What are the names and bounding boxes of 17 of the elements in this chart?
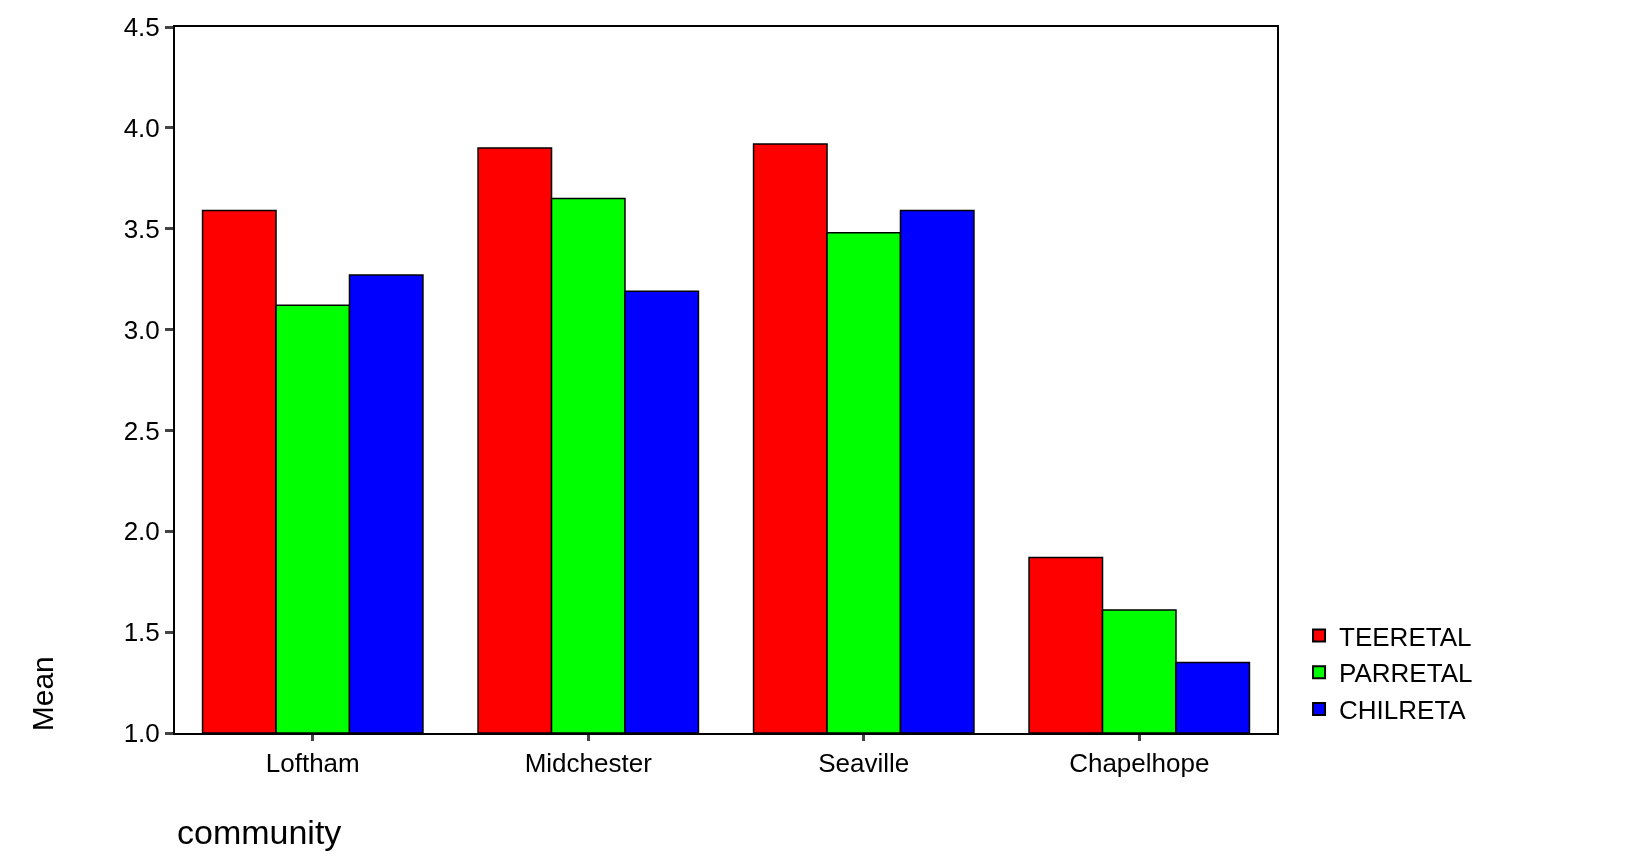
y-tick-label: 1.5: [123, 617, 160, 648]
y-axis-title: Mean: [26, 656, 60, 732]
legend-label: TEERETAL: [1339, 621, 1472, 652]
y-tick-label: 4.0: [123, 112, 160, 143]
y-tick-label: 1.0: [123, 718, 160, 749]
legend-label: PARRETAL: [1339, 658, 1473, 689]
x-tick-label: Seaville: [818, 748, 910, 779]
x-tick-label: Chapelhope: [1069, 748, 1210, 779]
x-axis-title: community: [177, 813, 342, 851]
legend-label: CHILRETA: [1339, 695, 1467, 726]
y-tick-label: 3.5: [123, 213, 160, 244]
y-tick-label: 2.0: [123, 516, 160, 547]
y-tick-label: 3.0: [123, 314, 160, 345]
x-tick-label: Midchester: [524, 748, 653, 779]
y-tick-label: 2.5: [123, 415, 160, 446]
x-tick-label: Loftham: [265, 748, 360, 779]
y-tick-label: 4.5: [123, 12, 160, 43]
